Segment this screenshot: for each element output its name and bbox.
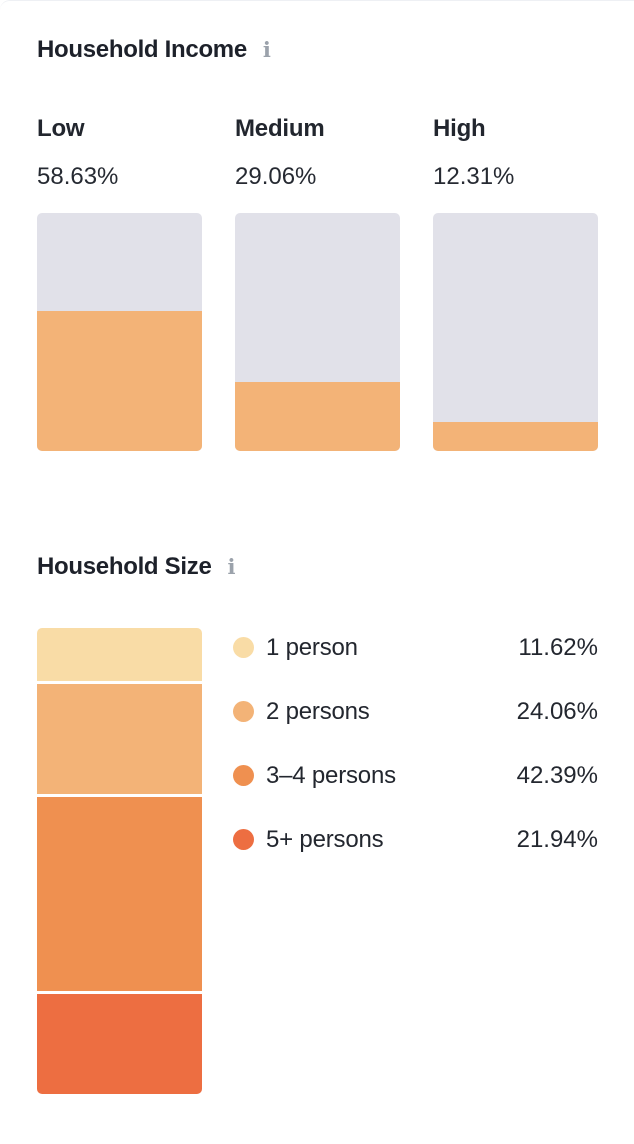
size-segment-2-persons xyxy=(37,684,202,795)
legend-row: 3–4 persons 42.39% xyxy=(233,761,598,790)
income-bar-high xyxy=(433,213,598,451)
household-income-header: Household Income ℹ xyxy=(37,35,598,64)
legend-label: 1 person xyxy=(266,633,358,661)
legend-dot-icon xyxy=(233,701,254,722)
legend-label: 3–4 persons xyxy=(266,761,396,789)
size-segment-3-4-persons xyxy=(37,797,202,991)
legend-value: 11.62% xyxy=(518,633,598,661)
income-column-high: High 12.31% xyxy=(433,114,598,451)
info-icon[interactable]: ℹ xyxy=(227,555,236,579)
size-segment-5plus-persons xyxy=(37,993,202,1094)
household-income-title: Household Income xyxy=(37,36,247,63)
income-category-value: 58.63% xyxy=(37,163,119,190)
income-column-low: Low 58.63% xyxy=(37,114,202,451)
legend-value: 24.06% xyxy=(516,697,598,725)
info-icon[interactable]: ℹ xyxy=(262,38,271,62)
income-bar-fill xyxy=(37,311,202,451)
size-legend: 1 person 11.62% 2 persons 24.06% 3–4 per… xyxy=(233,628,598,1094)
household-size-header: Household Size ℹ xyxy=(37,552,598,581)
household-size-section: Household Size ℹ 1 person 11.62% 2 perso… xyxy=(37,552,598,1094)
legend-row: 2 persons 24.06% xyxy=(233,697,598,726)
income-bars-chart: Low 58.63% Medium 29.06% High 12.31% xyxy=(37,114,598,451)
size-stacked-bar xyxy=(37,628,202,1094)
legend-dot-icon xyxy=(233,637,254,658)
income-bar-fill xyxy=(235,381,400,451)
income-bar-medium xyxy=(235,213,400,451)
income-bar-low xyxy=(37,213,202,451)
household-size-title: Household Size xyxy=(37,553,212,580)
legend-value: 42.39% xyxy=(516,761,598,789)
legend-label: 2 persons xyxy=(266,697,370,725)
legend-dot-icon xyxy=(233,829,254,850)
income-category-value: 29.06% xyxy=(235,163,317,190)
legend-row: 5+ persons 21.94% xyxy=(233,825,598,854)
legend-value: 21.94% xyxy=(516,825,598,853)
income-column-medium: Medium 29.06% xyxy=(235,114,400,451)
income-bar-fill xyxy=(433,421,598,451)
household-size-chart: 1 person 11.62% 2 persons 24.06% 3–4 per… xyxy=(37,628,598,1094)
income-category-label: High xyxy=(433,115,486,142)
household-income-section: Household Income ℹ Low 58.63% Medium 29.… xyxy=(37,35,598,451)
income-category-label: Low xyxy=(37,115,85,142)
legend-dot-icon xyxy=(233,765,254,786)
legend-label: 5+ persons xyxy=(266,825,384,853)
income-category-value: 12.31% xyxy=(433,163,515,190)
legend-row: 1 person 11.62% xyxy=(233,633,598,662)
size-segment-1-person xyxy=(37,628,202,682)
income-category-label: Medium xyxy=(235,115,325,142)
